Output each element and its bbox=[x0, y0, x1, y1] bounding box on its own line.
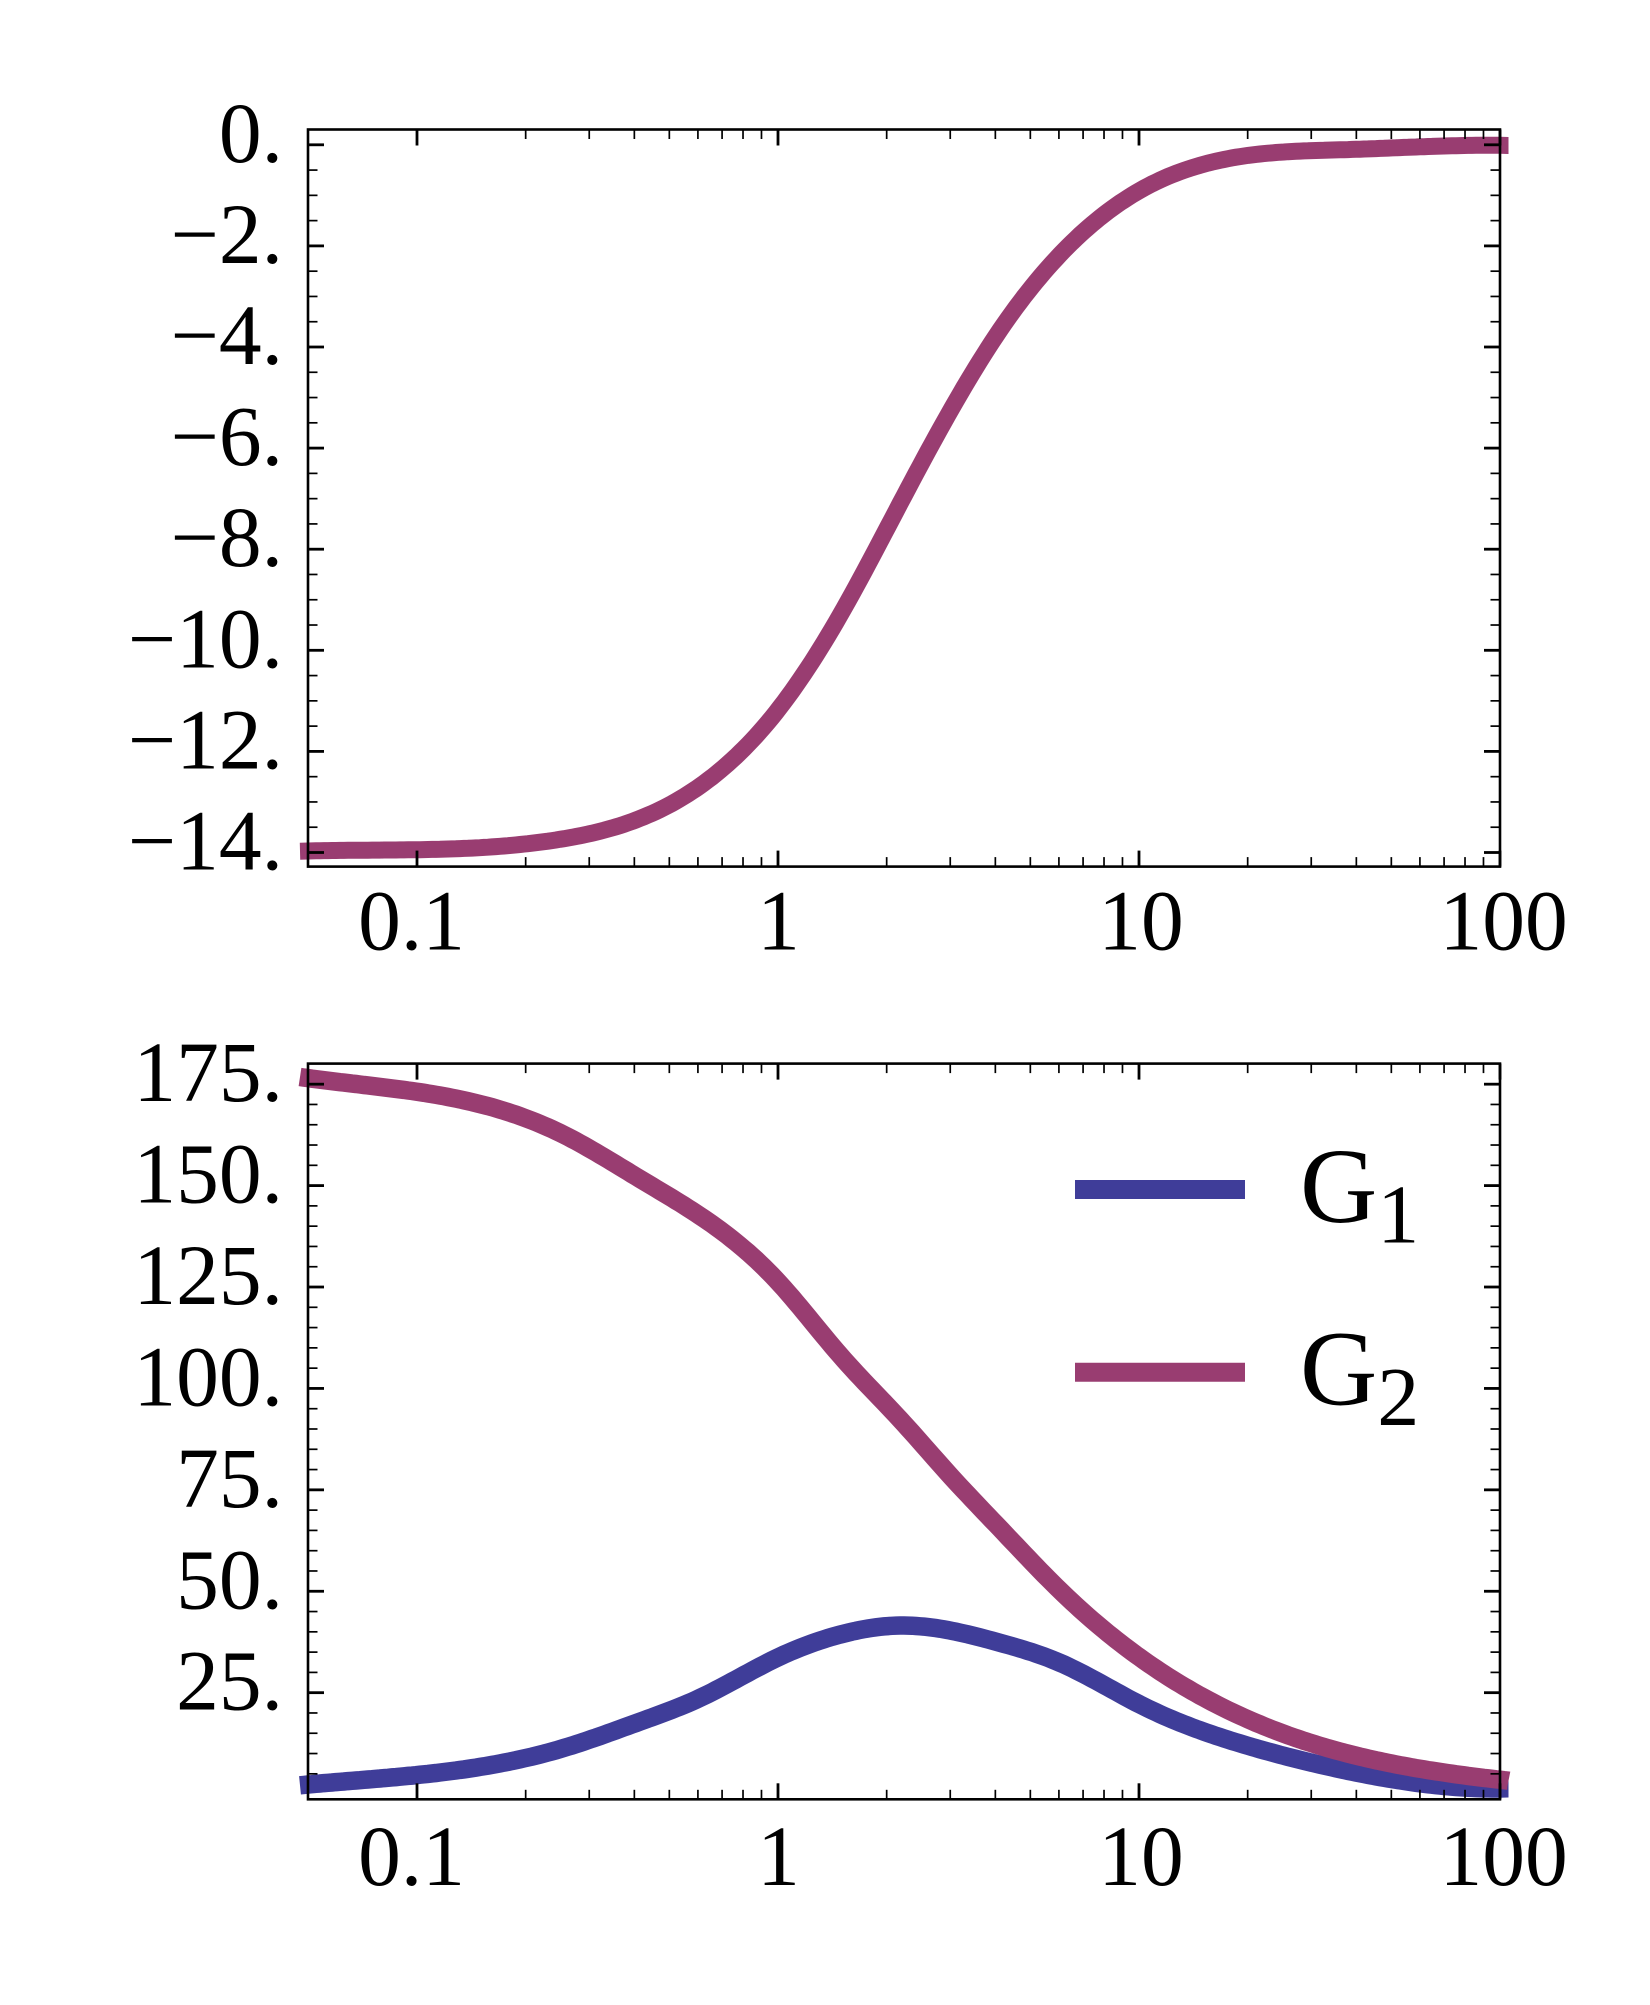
svg-text:10: 10 bbox=[1098, 875, 1184, 969]
svg-text:−12.: −12. bbox=[128, 693, 283, 787]
svg-text:−14.: −14. bbox=[128, 795, 283, 889]
svg-text:50.: 50. bbox=[176, 1533, 283, 1627]
svg-text:10: 10 bbox=[1098, 1810, 1184, 1904]
svg-text:−4.: −4. bbox=[171, 289, 283, 383]
svg-text:−8.: −8. bbox=[171, 491, 283, 585]
svg-text:−10.: −10. bbox=[128, 592, 283, 686]
svg-text:1: 1 bbox=[757, 875, 800, 969]
svg-text:125.: 125. bbox=[133, 1229, 283, 1323]
svg-text:100: 100 bbox=[1439, 1810, 1567, 1904]
svg-text:25.: 25. bbox=[176, 1635, 283, 1729]
svg-text:0.: 0. bbox=[219, 87, 283, 181]
svg-text:0.1: 0.1 bbox=[358, 1810, 465, 1904]
svg-text:75.: 75. bbox=[176, 1432, 283, 1526]
svg-text:100: 100 bbox=[1439, 875, 1567, 969]
svg-text:0.1: 0.1 bbox=[358, 875, 465, 969]
svg-text:−2.: −2. bbox=[171, 188, 283, 282]
svg-text:150.: 150. bbox=[133, 1128, 283, 1222]
svg-text:−6.: −6. bbox=[171, 390, 283, 484]
svg-text:175.: 175. bbox=[133, 1026, 283, 1120]
svg-text:1: 1 bbox=[757, 1810, 800, 1904]
svg-text:100.: 100. bbox=[133, 1330, 283, 1424]
